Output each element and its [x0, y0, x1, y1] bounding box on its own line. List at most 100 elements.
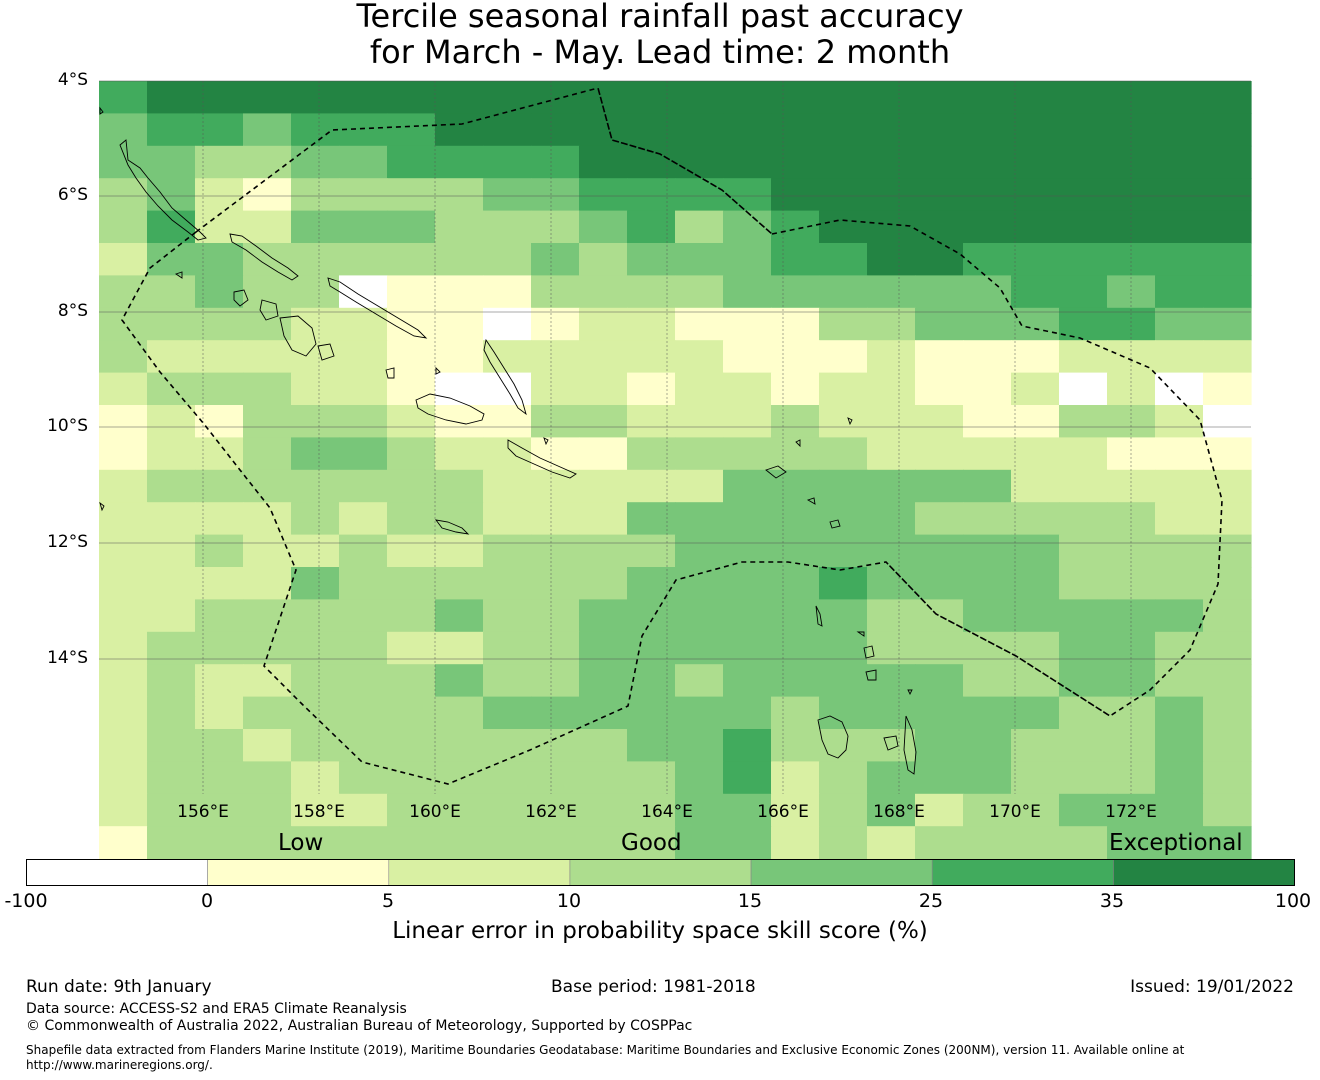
lon-label-172e: 172°E — [1105, 802, 1157, 822]
skill-cell — [435, 534, 484, 568]
rennell-coast — [434, 519, 470, 535]
skill-cell — [387, 340, 436, 374]
skill-cell — [243, 405, 292, 438]
skill-cell — [963, 567, 1012, 600]
skill-cell — [579, 307, 628, 341]
skill-cell — [291, 599, 340, 633]
colorbar-swatches — [26, 859, 1295, 886]
skill-cell — [771, 405, 820, 438]
skill-cell — [1107, 307, 1156, 341]
skill-cell — [483, 113, 532, 147]
skill-cell — [435, 826, 484, 860]
skill-cell — [579, 534, 628, 568]
skill-cell — [963, 761, 1012, 795]
skill-cell — [867, 599, 916, 633]
skill-cell — [915, 502, 964, 536]
skill-cell — [627, 664, 676, 698]
skill-cell — [579, 243, 628, 276]
skill-cell — [147, 469, 196, 503]
skill-cell — [1011, 631, 1060, 665]
skill-cell — [531, 761, 580, 795]
skill-cell — [435, 178, 484, 212]
colorbar — [26, 859, 1295, 886]
skill-cell — [579, 599, 628, 633]
skill-cell — [195, 372, 244, 406]
colorbar-tick-0: 0 — [200, 890, 214, 912]
skill-cell — [483, 405, 532, 438]
skill-cell — [1011, 372, 1060, 406]
skill-cell — [387, 729, 436, 762]
skill-cell — [579, 178, 628, 212]
skill-cell — [723, 567, 772, 600]
skill-cell — [531, 664, 580, 698]
skill-cell — [627, 372, 676, 406]
skill-cell — [99, 275, 148, 309]
skill-cell — [1107, 567, 1156, 600]
skill-cell — [387, 761, 436, 795]
skill-cell — [531, 210, 580, 244]
data-source: Data source: ACCESS-S2 and ERA5 Climate … — [26, 1001, 407, 1017]
skill-cell — [1059, 81, 1108, 114]
skill-cell — [435, 664, 484, 698]
skill-cell — [627, 599, 676, 633]
skill-cell — [291, 567, 340, 600]
skill-grid — [99, 81, 1252, 860]
solomon-islands-eez — [121, 87, 1111, 785]
skill-cell — [675, 340, 724, 374]
skill-cell — [147, 599, 196, 633]
skill-cell — [723, 696, 772, 730]
skill-cell — [771, 631, 820, 665]
skill-cell — [195, 243, 244, 276]
skill-cell — [963, 631, 1012, 665]
skill-cell — [963, 502, 1012, 536]
skill-cell — [1203, 437, 1252, 471]
skill-cell — [1059, 145, 1108, 179]
skill-cell — [963, 599, 1012, 633]
skill-cell — [339, 145, 388, 179]
skill-cell — [1059, 631, 1108, 665]
colorbar-swatch — [207, 859, 390, 886]
skill-cell — [147, 502, 196, 536]
skill-cell — [195, 469, 244, 503]
skill-cell — [147, 567, 196, 600]
skill-cell — [195, 567, 244, 600]
skill-cell — [1155, 567, 1204, 600]
skill-cell — [915, 210, 964, 244]
skill-cell — [675, 696, 724, 730]
skill-cell — [867, 502, 916, 536]
skill-cell — [915, 405, 964, 438]
skill-cell — [243, 210, 292, 244]
colorbar-swatch — [26, 859, 208, 886]
skill-cell — [1011, 696, 1060, 730]
skill-cell — [147, 113, 196, 147]
skill-cell — [531, 307, 580, 341]
skill-cell — [1155, 793, 1204, 827]
skill-cell — [723, 437, 772, 471]
skill-cell — [291, 469, 340, 503]
skill-cell — [483, 599, 532, 633]
skill-cell — [867, 145, 916, 179]
skill-cell — [243, 243, 292, 276]
skill-cell — [243, 599, 292, 633]
lon-label-170e: 170°E — [989, 802, 1041, 822]
skill-cell — [963, 178, 1012, 212]
skill-cell — [723, 81, 772, 114]
skill-cell — [1155, 469, 1204, 503]
skill-cell — [1107, 145, 1156, 179]
skill-cell — [195, 761, 244, 795]
skill-cell — [723, 178, 772, 212]
skill-cell — [627, 178, 676, 212]
skill-cell — [1011, 826, 1060, 860]
skill-cell — [867, 275, 916, 309]
lon-label-160e: 160°E — [409, 802, 461, 822]
skill-cell — [195, 178, 244, 212]
skill-cell — [1203, 145, 1252, 179]
skill-cell — [819, 826, 868, 860]
skill-cell — [819, 307, 868, 341]
skill-cell — [915, 243, 964, 276]
skill-cell — [1107, 469, 1156, 503]
skill-cell — [819, 340, 868, 374]
skill-cell — [291, 113, 340, 147]
skill-cell — [99, 145, 148, 179]
skill-cell — [531, 243, 580, 276]
